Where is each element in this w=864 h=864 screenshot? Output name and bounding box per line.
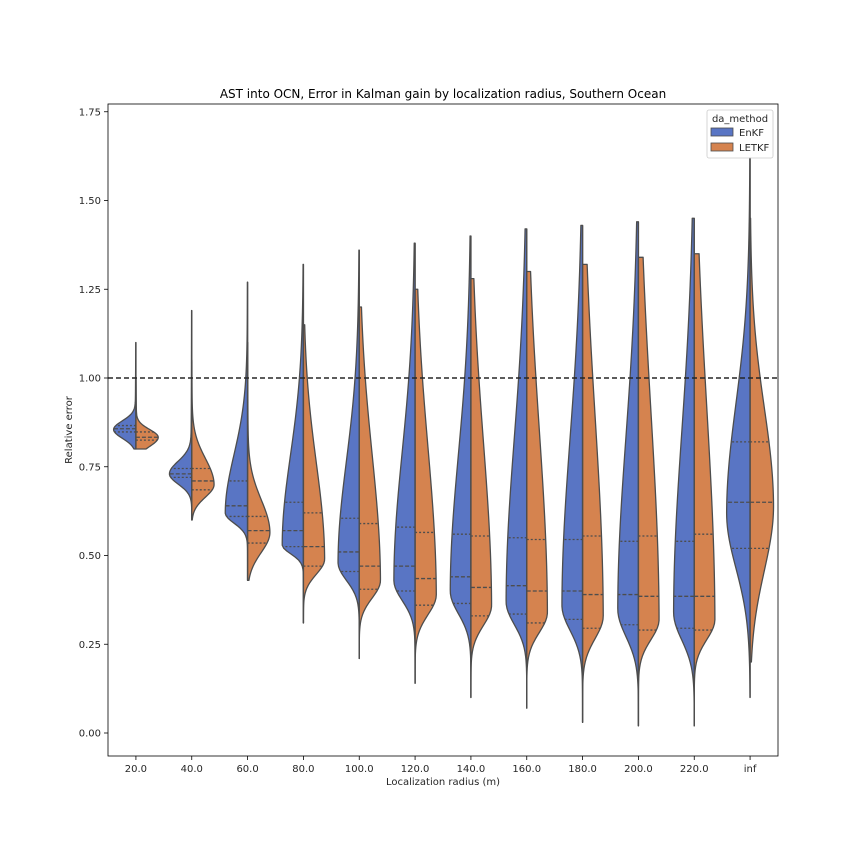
x-tick-label: 200.0 [624, 764, 653, 775]
y-tick-label: 0.50 [79, 551, 101, 562]
y-tick-label: 1.25 [79, 285, 101, 296]
x-axis-title: Localization radius (m) [386, 777, 500, 788]
x-tick-label: 120.0 [401, 764, 430, 775]
x-tick-label: 140.0 [457, 764, 486, 775]
x-tick-label: 220.0 [680, 764, 709, 775]
y-tick-label: 0.25 [79, 640, 101, 651]
legend-title: da_method [712, 114, 768, 125]
legend: da_method EnKF LETKF [707, 110, 773, 158]
legend-swatch-enkf [711, 128, 733, 136]
x-tick-label: 100.0 [345, 764, 374, 775]
y-tick-label: 1.00 [79, 374, 101, 385]
legend-label-enkf: EnKF [739, 128, 764, 139]
legend-swatch-letkf [711, 143, 733, 151]
y-tick-label: 1.75 [79, 107, 101, 118]
x-tick-label: 60.0 [236, 764, 258, 775]
y-axis-title: Relative error [64, 395, 75, 464]
y-tick-label: 0.00 [79, 729, 101, 740]
legend-label-letkf: LETKF [739, 143, 770, 154]
y-tick-label: 0.75 [79, 462, 101, 473]
x-tick-label: 20.0 [125, 764, 147, 775]
chart-title: AST into OCN, Error in Kalman gain by lo… [220, 87, 666, 101]
y-tick-label: 1.50 [79, 196, 101, 207]
x-tick-label: 80.0 [292, 764, 314, 775]
x-tick-label: 160.0 [512, 764, 541, 775]
x-tick-label: inf [744, 764, 757, 775]
x-tick-label: 40.0 [181, 764, 203, 775]
x-tick-label: 180.0 [568, 764, 597, 775]
